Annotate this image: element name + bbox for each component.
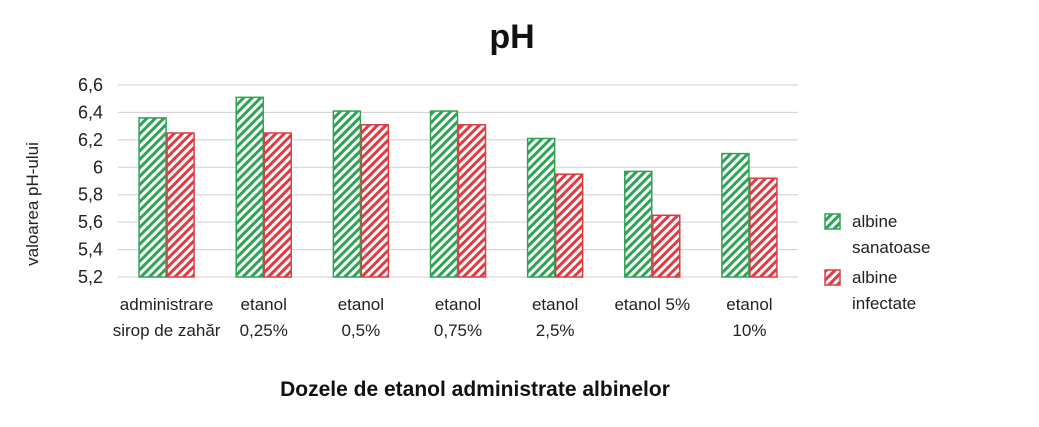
- bar-albine-infectate: [652, 214, 681, 278]
- legend: albine sanatoase albine infectate: [824, 212, 930, 313]
- legend-swatch: [824, 269, 841, 286]
- bar-albine-sanatoase: [624, 170, 653, 278]
- bar-albine-infectate: [166, 132, 195, 278]
- y-tick-label: 5,2: [78, 267, 103, 287]
- x-tick-label: etanol: [338, 295, 384, 314]
- bar-albine-sanatoase: [332, 110, 362, 278]
- legend-swatch: [824, 213, 841, 230]
- x-tick-label: sirop de zahăr: [113, 321, 221, 340]
- legend-label: albine: [852, 212, 897, 231]
- bar-albine-sanatoase: [526, 137, 556, 278]
- x-tick-label: 10%: [732, 321, 766, 340]
- bar-albine-infectate: [749, 177, 778, 278]
- x-tick-label: 0,5%: [341, 321, 380, 340]
- chart-title: pH: [489, 18, 534, 56]
- legend-label: sanatoase: [852, 238, 930, 257]
- x-tick-label: 2,5%: [536, 321, 575, 340]
- y-axis-ticks: 5,2 5,4 5,6 5,8 6 6,2 6,4 6,6: [78, 75, 103, 287]
- y-axis-label: valoarea pH-ului: [23, 142, 42, 266]
- x-axis-label: Dozele de etanol administrate albinelor: [280, 378, 670, 401]
- y-tick-label: 6,2: [78, 130, 103, 150]
- bars: [138, 96, 778, 278]
- y-tick-label: 5,4: [78, 240, 103, 260]
- bar-albine-sanatoase: [721, 152, 750, 278]
- bar-albine-sanatoase: [235, 96, 264, 278]
- x-tick-label: etanol 5%: [614, 295, 690, 314]
- y-tick-label: 5,6: [78, 212, 103, 232]
- bar-albine-infectate: [263, 132, 292, 278]
- x-tick-label: etanol: [241, 295, 287, 314]
- y-tick-label: 5,8: [78, 185, 103, 205]
- bar-albine-infectate: [457, 124, 487, 278]
- bar-albine-sanatoase: [138, 117, 167, 278]
- legend-label: albine: [852, 268, 897, 287]
- x-tick-label: etanol: [435, 295, 481, 314]
- bar-albine-sanatoase: [429, 110, 459, 278]
- x-tick-label: etanol: [532, 295, 578, 314]
- x-axis-ticks: administrare sirop de zahăr etanol 0,25% eta…: [113, 295, 773, 340]
- legend-label: infectate: [852, 294, 916, 313]
- x-tick-label: etanol: [726, 295, 772, 314]
- x-tick-label: 0,75%: [434, 321, 482, 340]
- y-tick-label: 6: [93, 157, 103, 177]
- x-tick-label: administrare: [120, 295, 214, 314]
- y-tick-label: 6,4: [78, 102, 103, 122]
- bar-albine-infectate: [554, 173, 584, 278]
- y-tick-label: 6,6: [78, 75, 103, 95]
- bar-albine-infectate: [360, 124, 390, 278]
- x-tick-label: 0,25%: [240, 321, 288, 340]
